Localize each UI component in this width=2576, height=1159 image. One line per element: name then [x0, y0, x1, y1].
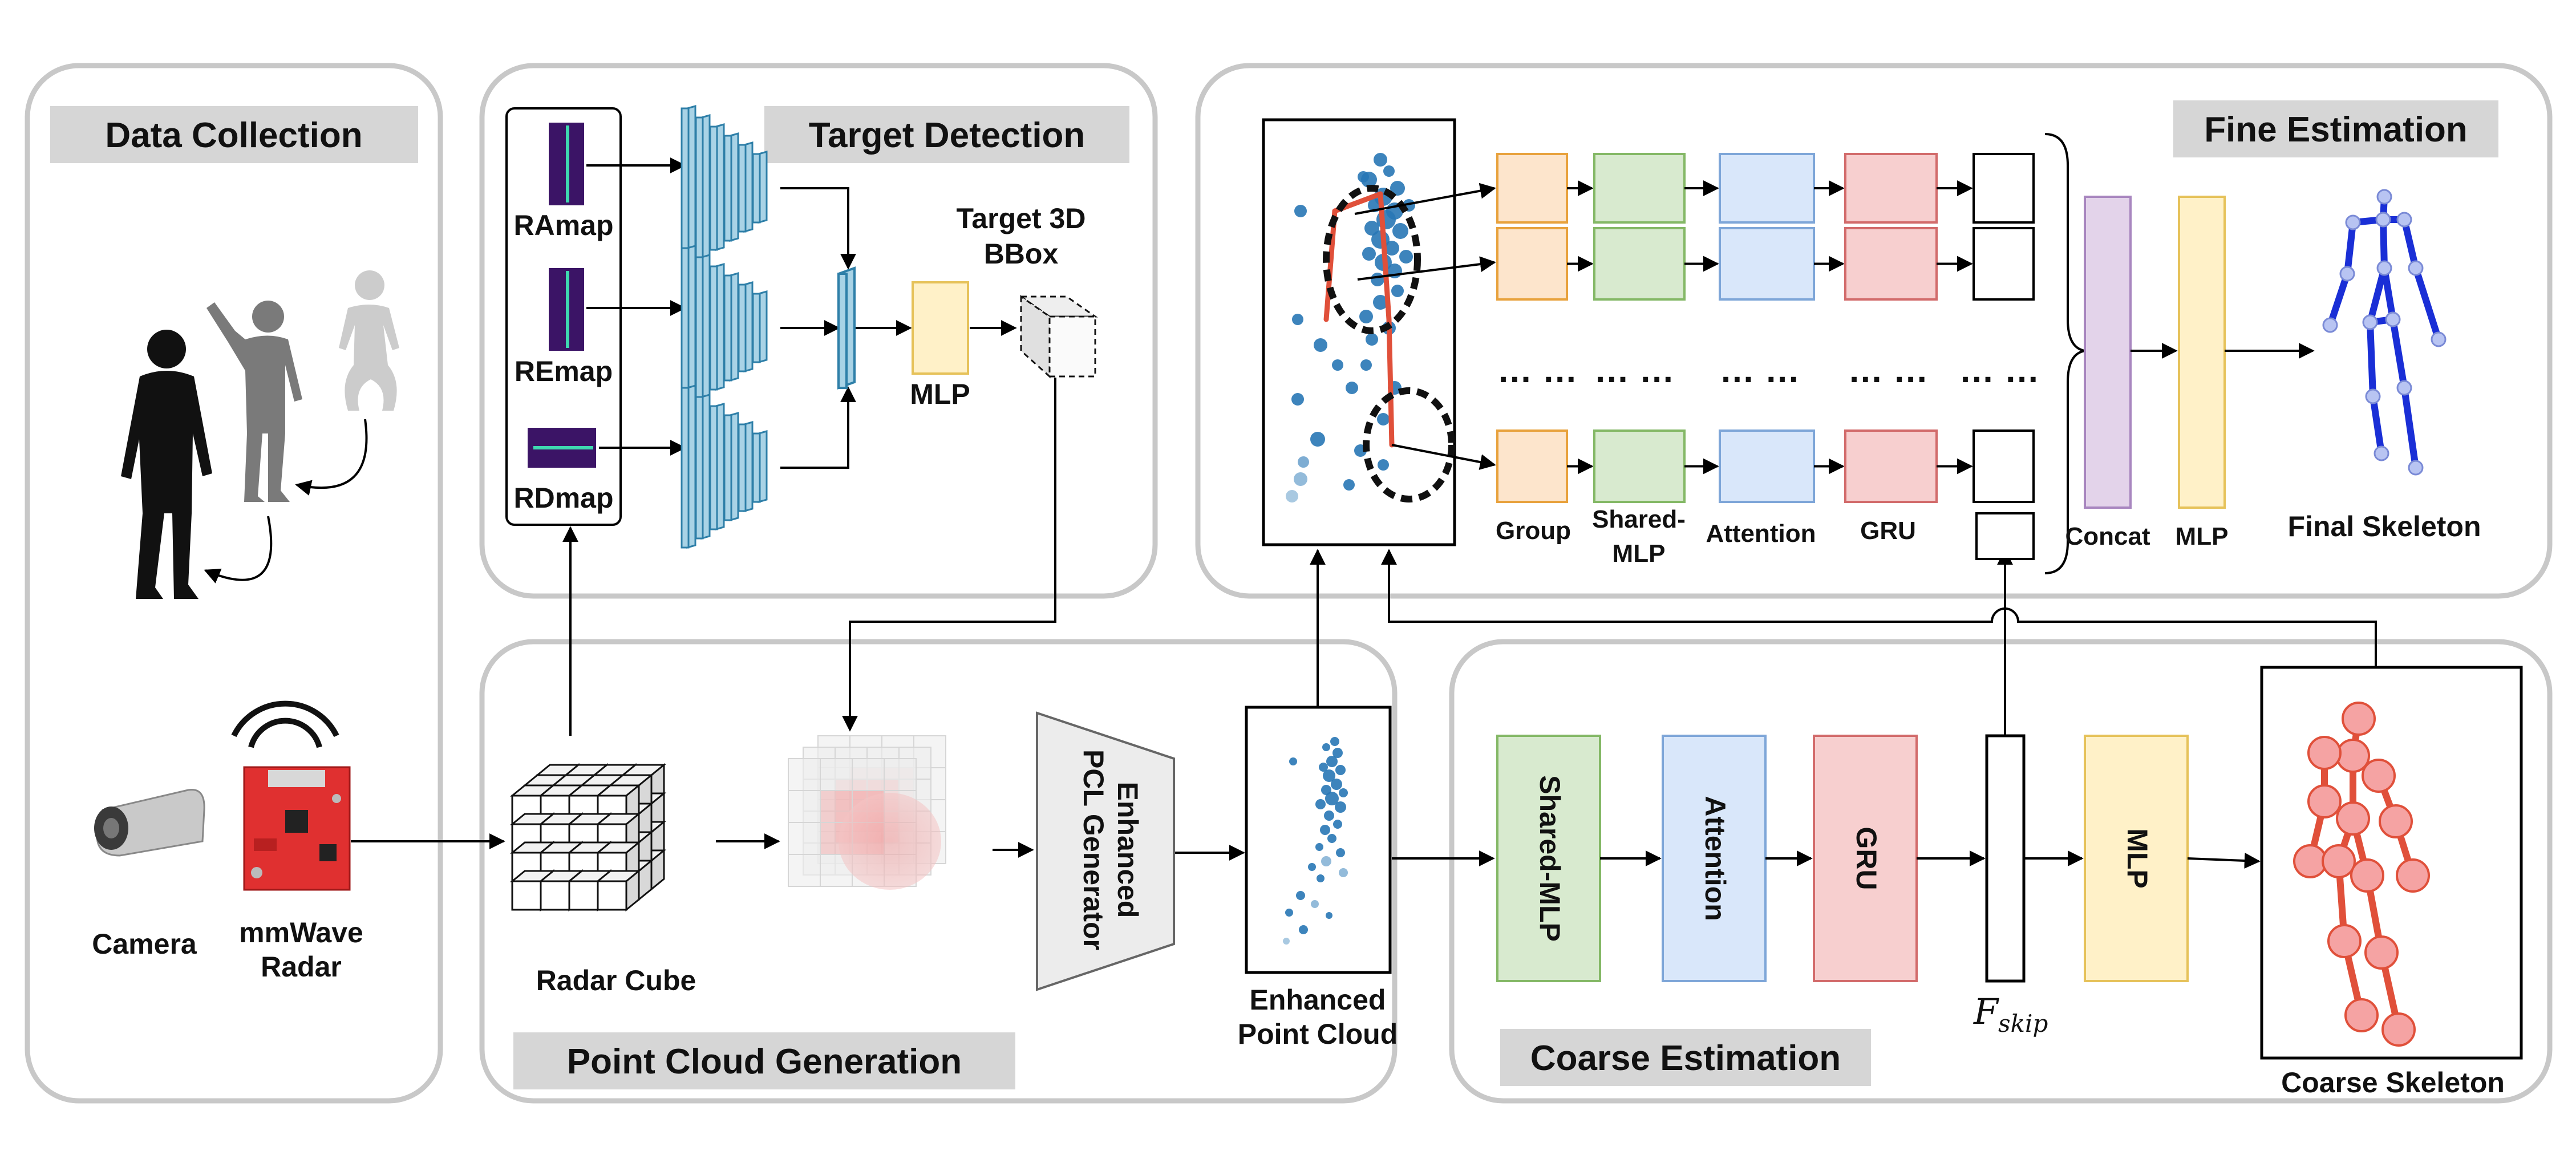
td-mlp-label: MLP	[910, 378, 970, 410]
coarse-mlp-label: MLP	[2121, 828, 2153, 889]
target-detection-header-bg	[764, 106, 1129, 163]
concat-label: Concat	[2065, 522, 2150, 550]
target-detection-panel	[479, 63, 1158, 599]
fine-group-label: Group	[1496, 517, 1571, 545]
enhanced-point-cloud-label-line2: Point Cloud	[1238, 1018, 1398, 1050]
coarse-gru-label: GRU	[1850, 826, 1882, 890]
merge-layer	[837, 266, 856, 390]
concat-block	[2084, 196, 2132, 509]
radar-cube-icon	[509, 763, 667, 912]
motion-arrow-2	[204, 516, 273, 583]
arrow-cnn1-to-merge	[780, 187, 856, 270]
motion-arrow-1	[295, 419, 368, 496]
coarse-estimation-title: Coarse Estimation	[1530, 1039, 1841, 1078]
coarse-skeleton-figure	[2293, 702, 2430, 1047]
coarse-estimation-header-bg	[1500, 1029, 1871, 1086]
fine-ellipsis-1: … …	[1497, 351, 1577, 390]
coarse-attention-label: Attention	[1699, 796, 1731, 921]
fine-ellipsis-2: … …	[1594, 351, 1674, 390]
cnn-stack-3	[681, 384, 768, 549]
wifi-signal-icon	[231, 700, 339, 748]
fine-branch-row-1	[1496, 153, 2035, 224]
arrow-bbox-to-grid	[842, 378, 1056, 732]
fskip-label: Fskip	[1973, 991, 2048, 1038]
arrow-group-bottom	[1391, 444, 1496, 470]
coarse-shared-mlp-block	[1496, 735, 1601, 982]
bbox-label-line2: BBox	[984, 238, 1059, 270]
fine-gru-label: GRU	[1860, 517, 1916, 545]
fine-shared-label-line1: Shared-	[1592, 505, 1686, 533]
radar-cube-label: Radar Cube	[536, 965, 696, 996]
fine-point-cloud-box	[1262, 118, 1456, 546]
target-detection-title: Target Detection	[809, 116, 1086, 155]
bbox-label-line1: Target 3D	[957, 202, 1086, 234]
enhanced-point-cloud-box	[1245, 706, 1392, 974]
arrow-group-top-2	[1357, 256, 1496, 281]
fine-mlp-label: MLP	[2176, 522, 2229, 550]
person-silhouette-light	[339, 270, 399, 411]
data-collection-title: Data Collection	[105, 116, 362, 155]
data-collection-panel	[25, 63, 443, 1104]
coarse-skeleton-label: Coarse Skeleton	[2281, 1067, 2505, 1099]
arrow-cnn3-to-merge	[780, 386, 856, 469]
fine-extra-feature-box	[1975, 512, 2035, 560]
ramap-label: RAmap	[513, 209, 613, 241]
person-silhouette-dark	[121, 330, 212, 599]
fine-ellipsis-3: … …	[1719, 351, 1800, 390]
radar-board-icon	[243, 766, 351, 891]
cnn-stack-2	[681, 245, 768, 409]
coarse-shared-mlp-label: Shared-MLP	[1534, 775, 1566, 942]
fine-branch-row-2	[1496, 227, 2035, 301]
coarse-attention-block	[1662, 735, 1767, 982]
person-silhouette-grey	[206, 301, 302, 502]
bbox-3d-icon	[1018, 295, 1098, 379]
arrow-cmlp-to-skeleton	[2187, 853, 2261, 869]
point-cloud-generation-header-bg	[513, 1032, 1015, 1089]
pcl-generator-label-line2: PCL Generator	[1078, 749, 1109, 950]
arrow-group-top-1	[1354, 183, 1496, 215]
voxel-grid-icon	[788, 735, 946, 890]
final-skeleton-label: Final Skeleton	[2288, 510, 2481, 542]
fine-shared-label-line2: MLP	[1613, 540, 1666, 568]
remap-label: REmap	[515, 355, 613, 387]
fine-estimation-title: Fine Estimation	[2204, 110, 2468, 149]
td-mlp-block	[912, 281, 969, 375]
point-cloud-generation-title: Point Cloud Generation	[567, 1042, 962, 1081]
fine-mlp-block	[2178, 196, 2226, 509]
arrow-coarse-skeleton-to-fine	[1381, 549, 2377, 667]
group-circle-top	[1323, 185, 1421, 334]
pcl-generator-block	[1036, 711, 1175, 991]
camera-icon	[94, 788, 205, 857]
group-circle-bottom	[1363, 387, 1455, 502]
radar-label-line1: mmWave	[239, 917, 363, 949]
coarse-gru-block	[1813, 735, 1918, 982]
fine-branch-row-3	[1496, 429, 2035, 503]
camera-label: Camera	[92, 928, 197, 960]
fine-attention-label: Attention	[1706, 520, 1816, 548]
fskip-feature-block	[1985, 734, 2026, 983]
enhanced-point-cloud-scatter	[1283, 737, 1348, 945]
final-skeleton-figure	[2322, 189, 2447, 476]
enhanced-point-cloud-label-line1: Enhanced	[1250, 984, 1386, 1016]
data-collection-header-bg	[50, 106, 418, 163]
fine-ellipsis-4: … …	[1848, 351, 1928, 390]
rdmap-label: RDmap	[513, 482, 613, 514]
fine-ellipsis-5: … …	[1959, 351, 2039, 390]
fine-estimation-header-bg	[2173, 100, 2498, 157]
pcl-generator-label-line1: Enhanced	[1112, 782, 1144, 918]
radar-label-line2: Radar	[261, 951, 342, 983]
